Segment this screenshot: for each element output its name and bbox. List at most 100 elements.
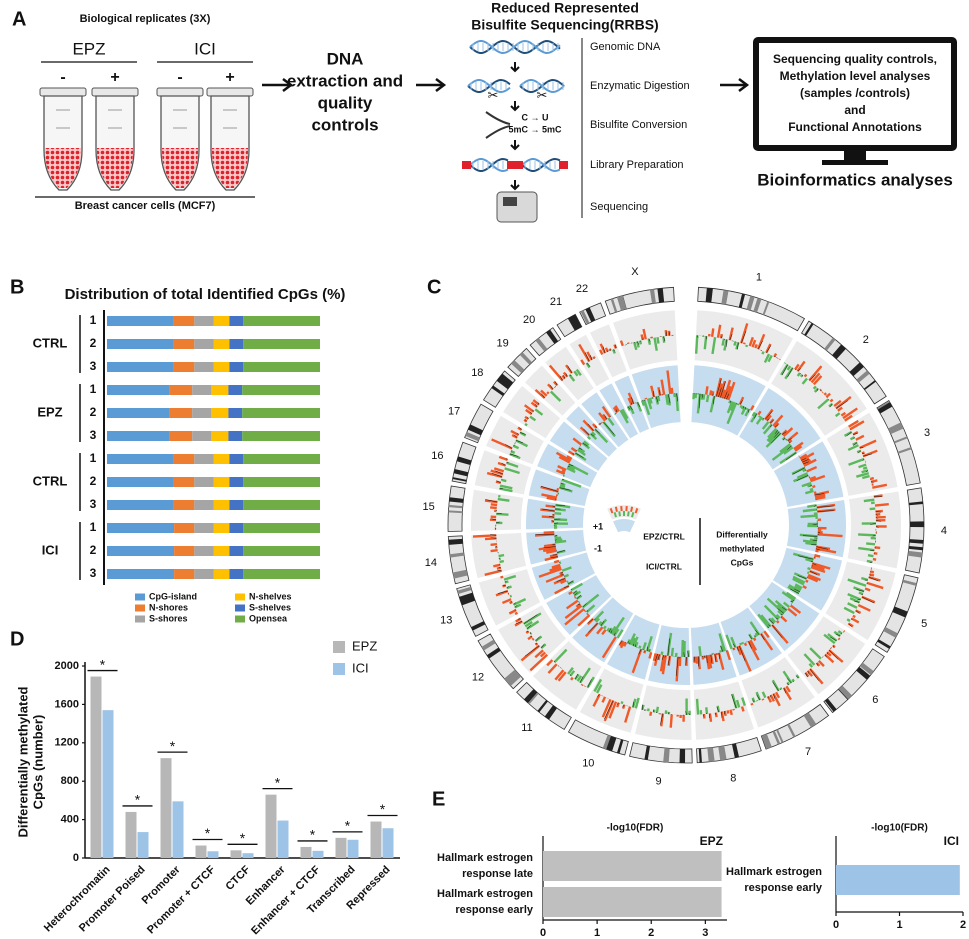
x-tick-label: 0	[540, 927, 546, 939]
track-bar	[646, 398, 653, 410]
track-bar	[843, 606, 855, 615]
track-line	[583, 428, 590, 436]
track-line	[820, 390, 822, 392]
track-bg	[635, 685, 692, 740]
track-bar	[799, 453, 808, 460]
tube-cap	[206, 87, 254, 97]
track-line	[572, 452, 575, 456]
bar-segment	[194, 316, 214, 326]
track-bar	[547, 663, 558, 674]
track-bar	[670, 647, 675, 657]
track-line	[723, 338, 725, 340]
track-bar	[545, 573, 565, 583]
track-line	[597, 694, 600, 697]
chromosome-label: 17	[448, 406, 460, 418]
track-bar	[772, 693, 781, 707]
track-bar	[811, 564, 825, 571]
track-line	[664, 655, 667, 658]
track-bar	[586, 435, 592, 440]
ideogram-band	[585, 307, 596, 322]
track-line	[813, 557, 815, 559]
panel-label: B	[10, 276, 24, 298]
bar-segment	[213, 523, 230, 533]
track-bar	[603, 625, 607, 630]
track-bar	[848, 457, 865, 466]
track-line	[505, 458, 508, 461]
track-bar	[565, 599, 579, 610]
track-bar	[562, 371, 569, 378]
ideogram-band	[467, 424, 483, 436]
track-line	[552, 505, 556, 508]
legend-icon-bar	[609, 508, 614, 514]
track-line	[811, 565, 814, 567]
ideogram-band	[883, 627, 898, 638]
category-label: Hallmark estrogen	[437, 852, 533, 864]
track-bar	[732, 647, 736, 651]
track-bar	[628, 633, 636, 645]
track-bar	[800, 514, 818, 519]
y-axis-label: Differentially methylated	[15, 686, 30, 837]
scissors: ✂	[488, 87, 499, 102]
track-bar	[561, 478, 582, 488]
bar-segment	[211, 408, 229, 418]
ideogram-band	[897, 447, 912, 454]
ideogram-band	[511, 360, 525, 374]
track-bar	[842, 407, 858, 420]
ideogram-band	[453, 468, 469, 477]
track-bar	[649, 711, 653, 716]
track-line	[805, 672, 808, 678]
track-bar	[763, 353, 771, 363]
panel-label: A	[12, 8, 26, 30]
track-line	[629, 405, 633, 411]
row-label: 2	[90, 405, 97, 419]
track-bar	[809, 647, 822, 660]
track-bar	[514, 603, 522, 609]
bar-segment	[213, 477, 230, 487]
track-bar	[493, 563, 501, 568]
track-line	[554, 498, 557, 500]
track-bar	[758, 415, 762, 419]
ideogram-band	[567, 315, 580, 331]
track-bar	[579, 667, 591, 684]
track-bar	[569, 670, 576, 677]
track-line	[559, 375, 563, 381]
significance-mark: *	[345, 818, 351, 834]
track-bar	[754, 343, 758, 349]
track-bar	[638, 645, 642, 649]
track-line	[725, 339, 728, 347]
y-tick-label: 400	[61, 814, 79, 826]
track-bar	[848, 419, 859, 428]
track-line	[497, 590, 508, 594]
track-bar	[614, 405, 620, 412]
track-bar	[499, 487, 513, 493]
track-line	[835, 633, 841, 637]
monitor-neck	[844, 148, 866, 162]
track-line	[802, 535, 818, 537]
y-tick-label: 800	[61, 775, 79, 787]
category-label: Hallmark estrogen	[437, 888, 533, 900]
dna-helix	[521, 158, 561, 172]
track-line	[828, 399, 830, 401]
track-bar	[849, 436, 856, 441]
ideogram-band	[580, 310, 590, 325]
track-bar	[842, 630, 846, 633]
track-bar	[837, 637, 841, 641]
bar-segment	[213, 339, 230, 349]
track-line	[748, 641, 752, 649]
ideogram-band	[909, 539, 924, 544]
chromosome-label: 22	[576, 283, 588, 295]
track-line	[517, 618, 521, 620]
track-line	[550, 556, 558, 559]
track-bar	[849, 597, 861, 604]
track-bar	[833, 399, 842, 408]
chromosome-label: 12	[472, 672, 484, 684]
bar	[347, 839, 359, 858]
track-bar	[573, 370, 579, 377]
track-line	[504, 580, 507, 583]
track-bar	[783, 446, 794, 455]
bar-segment	[213, 362, 230, 372]
conversion-text: C → U	[522, 112, 549, 122]
bar-segment	[243, 546, 320, 556]
track-bar	[775, 620, 780, 624]
track-line	[565, 373, 568, 377]
